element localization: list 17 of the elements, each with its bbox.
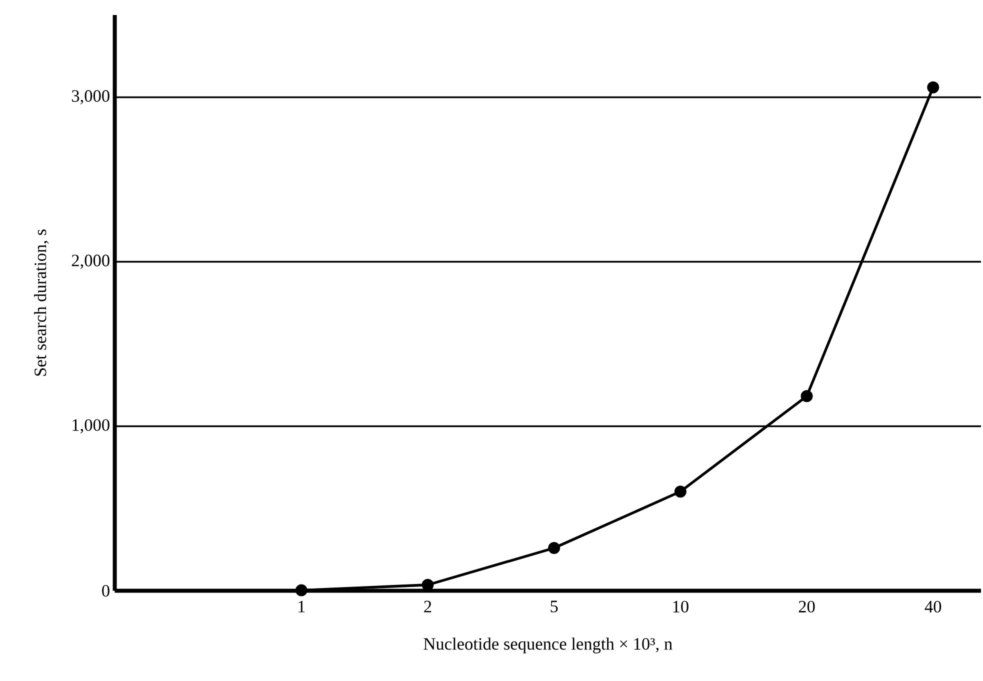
point	[295, 584, 308, 596]
x-tick-label: 40	[924, 601, 942, 613]
x-axis-title: Nucleotide sequence length × 10³, n	[424, 638, 672, 654]
point	[674, 486, 686, 498]
point	[927, 82, 940, 94]
x-tick-label: 10	[673, 601, 688, 613]
y-tick-label: 0	[102, 585, 110, 597]
point	[800, 390, 813, 402]
x-tick-label: 1	[298, 601, 305, 612]
y-tick-label: 1,000	[72, 419, 110, 434]
x-tick-label: 20	[798, 601, 815, 613]
point	[548, 542, 560, 554]
y-tick-label: 2,000	[72, 254, 110, 270]
y-tick-label: 3,000	[72, 90, 110, 105]
y-axis-title: Set search duration, s	[34, 230, 49, 376]
x-tick-label: 2	[424, 601, 432, 612]
x-tick-label: 5	[550, 601, 558, 612]
